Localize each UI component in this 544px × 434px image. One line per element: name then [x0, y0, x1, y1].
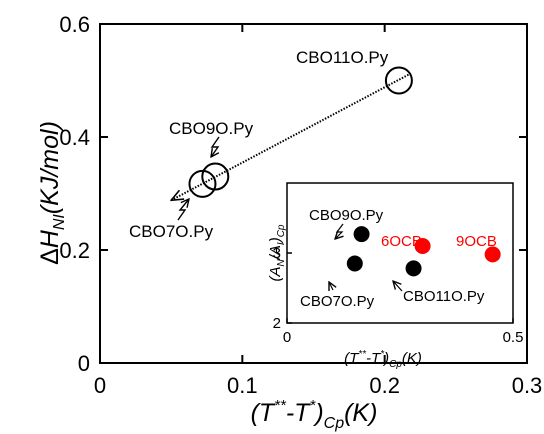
inset-axis-ticks: 0 0.5 2 3 [273, 245, 524, 346]
main-x-tick-label: 0.3 [512, 373, 543, 398]
inset-point [414, 238, 431, 254]
main-point [201, 162, 230, 191]
inset-x-tick-label: 0.5 [503, 329, 524, 346]
inset-label-9ocb: 9OCB [456, 233, 497, 250]
main-y-tick-label: 0.2 [59, 238, 90, 263]
main-x-axis-label: (T**-T*)Cp(K) [251, 397, 378, 432]
main-point [188, 169, 217, 198]
inset-label-6ocb: 6OCB [381, 233, 422, 250]
inset-y-tick-label: 2 [273, 315, 281, 332]
label-cbo7o-py: CBO7O.Py [129, 222, 214, 241]
inset-y-tick-label: 3 [273, 245, 281, 262]
main-data-points [188, 66, 413, 198]
inset-x-tick-label: 0 [283, 329, 291, 346]
label-cbo9o-py: CBO9O.Py [169, 119, 254, 138]
inset-y-axis-label: (AN/AI)Cp [267, 224, 287, 281]
inset-arrow-cbo11o-py [393, 281, 403, 292]
main-x-tick-label: 0 [94, 373, 106, 398]
main-y-axis-label: ΔHNI(KJ/mol) [36, 121, 68, 265]
inset-label-cbo9o-py: CBO9O.Py [309, 207, 384, 224]
inset-label-cbo7o-py: CBO7O.Py [300, 293, 375, 310]
inset-point [353, 226, 370, 243]
arrow-cbo9o-py [211, 136, 220, 157]
main-y-tick-label: 0.6 [59, 12, 90, 37]
inset-x-axis-label: (T**-T*)Cp(K) [344, 349, 422, 370]
label-cbo11o-py: CBO11O.Py [296, 48, 389, 67]
inset-arrow-cbo9o-py [335, 223, 343, 239]
main-y-tick-label: 0.4 [59, 125, 90, 150]
main-y-tick-label: 0 [78, 351, 90, 376]
main-plot-frame [99, 23, 528, 364]
main-axis-ticks: 0 0.1 0.2 0.3 0 0.2 0.4 0.6 [59, 12, 542, 398]
inset-point [405, 260, 422, 277]
arrow-cbo7o-py [177, 199, 189, 221]
inset-arrow-cbo7o-py [329, 282, 333, 290]
main-fit-line [171, 72, 411, 201]
inset-point [484, 246, 501, 263]
inset-point [346, 255, 363, 272]
main-point [384, 66, 413, 95]
main-x-tick-label: 0.1 [227, 373, 258, 398]
inset-data-points [346, 226, 501, 277]
inset-label-cbo11o-py: CBO11O.Py [403, 288, 485, 305]
main-x-tick-label: 0.2 [369, 373, 400, 398]
